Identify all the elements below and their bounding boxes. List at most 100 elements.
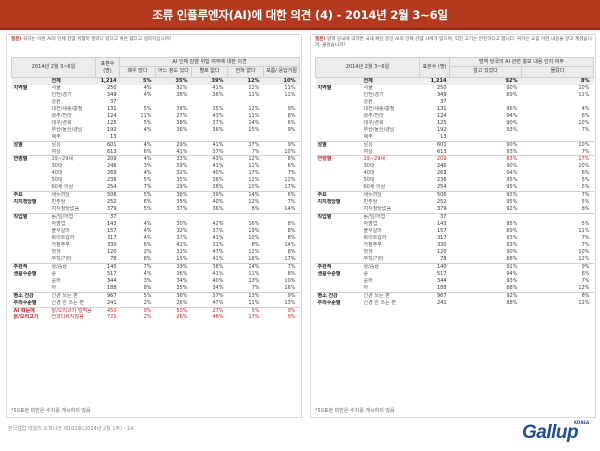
group-cell <box>316 242 362 249</box>
sample-size-cell: 209 <box>95 155 120 164</box>
sample-size-cell: 143 <box>106 221 117 228</box>
right-col-header: 알고 있었다 <box>449 66 522 78</box>
table-row: 대전/세종/충청 131 96% 4% <box>316 106 594 113</box>
value-cell: 38% <box>191 262 228 271</box>
group-cell: 지역별 <box>13 84 28 91</box>
group-cell <box>12 184 50 191</box>
value-cell: 10% <box>263 77 300 85</box>
sample-size-cell: 349 <box>106 91 117 98</box>
table-row: 40대 269 94% 6% <box>316 170 594 177</box>
group-cell <box>316 106 362 113</box>
value-cell: 39% <box>191 191 228 200</box>
sample-size-cell: 601 <box>95 140 120 149</box>
value-cell: 9% <box>287 314 296 321</box>
group-cell: AI 때문에 <box>11 306 50 315</box>
sample-size-cell: 506 <box>95 191 120 200</box>
sample-size-cell: 131 <box>106 105 117 112</box>
value-cell: 3% <box>143 163 152 170</box>
value-cell: 5% <box>119 191 156 200</box>
value-cell: 32% <box>176 84 188 91</box>
value-cell: 5% <box>143 206 152 213</box>
value-cell: 5% <box>581 184 590 191</box>
sample-size-cell: 601 <box>419 140 450 149</box>
value-cell: 34% <box>212 284 224 291</box>
value-cell: 93% <box>506 277 518 284</box>
subgroup-cell: 지지정당없음 <box>363 206 392 213</box>
value-cell: 13% <box>284 299 296 306</box>
value-cell: 92% <box>506 206 518 213</box>
value-cell: 38% <box>176 119 188 126</box>
subgroup-cell: 중 <box>363 270 369 277</box>
right-table: 2014년 2월 3~6일 표본수 (명) 방역 당국의 AI 관련 홍보 내용… <box>315 57 594 307</box>
value-cell: 42% <box>212 221 224 228</box>
value-cell: 2% <box>143 314 152 321</box>
value-cell: 37% <box>212 228 224 235</box>
table-row: 전체 1,214 92% 8% <box>315 77 594 85</box>
table-row: 평소 건강 신경 쓰는 편 967 92% 8% <box>315 291 594 300</box>
table-row: 강원 37 <box>12 99 300 106</box>
group-cell: 주요 <box>11 191 50 200</box>
value-cell: 12% <box>248 105 260 112</box>
value-cell: 12% <box>227 77 264 85</box>
value-cell: 7% <box>581 277 590 284</box>
value-cell <box>192 99 228 106</box>
value-cell: 12% <box>248 84 260 91</box>
sample-size-cell: 78 <box>440 255 447 262</box>
table-row: 부산/울산/경남 192 93% 7% <box>316 127 594 134</box>
value-cell: 36% <box>176 270 188 277</box>
group-cell: 연령별 <box>11 155 50 164</box>
right-question: 질문) 방역 당국에 의하면 국내 확산 중인 AI의 인체 감염 사례가 없으… <box>315 37 593 49</box>
sample-size-cell: 125 <box>106 119 117 126</box>
group-cell <box>12 285 50 292</box>
subgroup-cell: 전체 <box>49 77 96 85</box>
left-question-text: 귀하는 이번 AI의 인체 감염 위험이 얼마나 있다고 혹은 없다고 생각하십… <box>23 37 172 42</box>
value-cell: 41% <box>212 270 224 277</box>
value-cell: 5% <box>581 199 590 206</box>
value-cell: 46% <box>212 314 224 321</box>
subgroup-cell: 무직/기타 <box>51 255 72 262</box>
group-cell <box>315 77 362 85</box>
sample-size-cell: 140 <box>419 262 450 271</box>
sample-size-cell: 192 <box>436 126 447 133</box>
value-cell: 6% <box>143 241 152 248</box>
sample-size-cell: 120 <box>436 248 447 255</box>
value-cell: 31% <box>176 248 188 255</box>
value-cell: 17% <box>248 170 260 177</box>
group-cell: 생활수준별 <box>13 270 37 277</box>
value-cell: 88% <box>506 299 518 306</box>
value-cell: 36% <box>176 126 188 133</box>
value-cell: 4% <box>143 270 152 277</box>
value-cell: 47% <box>212 299 224 306</box>
group-cell <box>12 278 50 285</box>
value-cell: 35% <box>176 284 188 291</box>
sample-size-cell: 379 <box>106 206 117 213</box>
group-cell: 직업별 <box>315 213 362 222</box>
value-cell: 90% <box>506 163 518 170</box>
group-cell: 성별 <box>11 140 50 149</box>
value-cell: 93% <box>506 241 518 248</box>
value-cell: 10% <box>578 163 590 170</box>
value-cell: 12% <box>578 255 590 262</box>
subgroup-cell: 블루칼라 <box>51 228 70 235</box>
subgroup-cell: 농/임/어업 <box>49 213 96 222</box>
group-cell: 성별 <box>315 140 362 149</box>
table-row: 여성 613 93% 7% <box>316 149 594 156</box>
right-question-text: 방역 당국에 의하면 국내 확산 중인 AI의 인체 감염 사례가 없으며, 익… <box>315 37 592 48</box>
value-cell: 14% <box>284 241 296 248</box>
value-cell: 7% <box>287 199 296 206</box>
value-cell: 7% <box>263 262 300 271</box>
subgroup-cell: 대전/세종/충청 <box>51 105 83 112</box>
value-cell: 36% <box>212 126 224 133</box>
sample-size-cell: 252 <box>436 199 447 206</box>
value-cell: 5% <box>143 177 152 184</box>
subgroup-cell: 전과다르지않음 <box>51 314 84 321</box>
value-cell: 15% <box>248 126 260 133</box>
value-cell: 12% <box>578 284 590 291</box>
group-cell <box>316 127 362 134</box>
value-cell: 35% <box>155 77 192 85</box>
value-cell <box>264 99 300 106</box>
value-cell: 6% <box>287 163 296 170</box>
value-cell: 10% <box>248 234 260 241</box>
subgroup-cell: 화이트칼라 <box>51 234 75 241</box>
value-cell: 4% <box>143 170 152 177</box>
